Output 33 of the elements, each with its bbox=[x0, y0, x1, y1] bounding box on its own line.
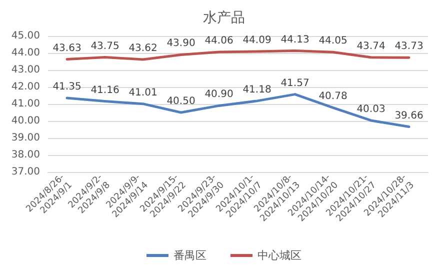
y-tick-label: 37.00 bbox=[11, 166, 40, 178]
y-tick-label: 44.00 bbox=[11, 48, 40, 58]
data-label: 41.16 bbox=[90, 84, 120, 96]
data-label: 43.63 bbox=[52, 42, 82, 54]
data-label: 43.90 bbox=[166, 38, 196, 50]
y-tick-label: 38.00 bbox=[11, 150, 40, 160]
data-label: 40.78 bbox=[318, 91, 348, 102]
legend-label: 中心城区 bbox=[258, 249, 302, 262]
data-label: 40.50 bbox=[166, 96, 196, 107]
data-label: 43.62 bbox=[128, 42, 158, 54]
y-tick-label: 42.00 bbox=[11, 82, 40, 92]
y-tick-label: 41.00 bbox=[11, 98, 40, 110]
data-label: 44.13 bbox=[280, 34, 310, 46]
data-label: 43.73 bbox=[394, 41, 424, 52]
data-label: 41.01 bbox=[128, 87, 158, 98]
data-label: 44.06 bbox=[204, 35, 234, 46]
data-label: 43.75 bbox=[90, 40, 120, 52]
data-label: 41.57 bbox=[280, 78, 310, 89]
y-tick-label: 45.00 bbox=[11, 30, 40, 42]
y-tick-label: 43.00 bbox=[11, 64, 40, 76]
legend-label: 番禺区 bbox=[174, 249, 206, 262]
y-tick-label: 40.00 bbox=[11, 116, 40, 126]
data-label: 41.35 bbox=[52, 82, 82, 93]
chart-title: 水产品 bbox=[203, 10, 245, 26]
data-label: 40.03 bbox=[356, 104, 386, 115]
data-label: 44.05 bbox=[318, 36, 348, 47]
data-label: 43.74 bbox=[356, 40, 386, 52]
data-label: 41.18 bbox=[242, 84, 272, 96]
line-series bbox=[66, 50, 410, 61]
data-label: 39.66 bbox=[394, 110, 424, 122]
data-label: 44.09 bbox=[242, 34, 272, 46]
data-label: 40.90 bbox=[204, 89, 234, 100]
y-tick-label: 39.00 bbox=[11, 132, 40, 144]
